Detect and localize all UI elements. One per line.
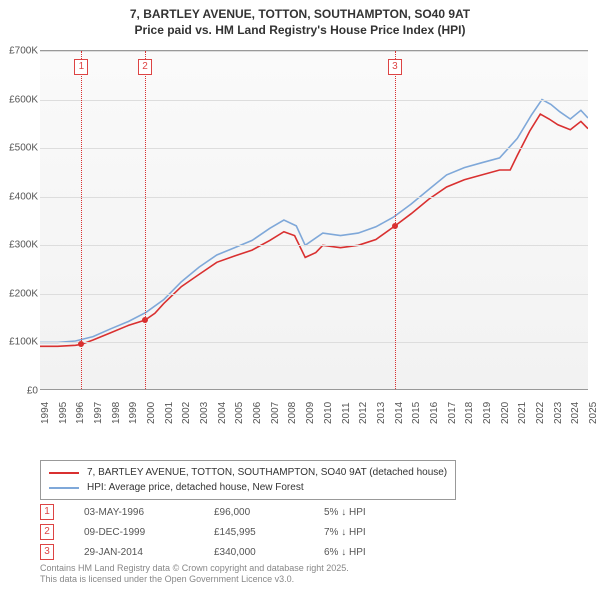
x-axis-label: 2004 <box>217 394 228 424</box>
sales-row: 2 09-DEC-1999£145,9957% ↓ HPI <box>40 522 414 542</box>
y-axis-label: £100K <box>0 337 38 348</box>
y-axis-label: £400K <box>0 191 38 202</box>
sale-marker-line <box>395 51 396 389</box>
y-axis-label: £700K <box>0 46 38 57</box>
line-series <box>40 51 588 391</box>
x-axis-label: 2017 <box>447 394 458 424</box>
x-axis-label: 1995 <box>58 394 69 424</box>
x-axis-label: 1994 <box>40 394 51 424</box>
x-axis-label: 2021 <box>517 394 528 424</box>
x-axis-label: 2024 <box>570 394 581 424</box>
sale-marker-dot <box>392 223 398 229</box>
legend-item-property: 7, BARTLEY AVENUE, TOTTON, SOUTHAMPTON, … <box>49 465 447 480</box>
sale-marker-dot <box>78 341 84 347</box>
y-gridline <box>40 245 588 246</box>
y-gridline <box>40 294 588 295</box>
sales-row: 3 29-JAN-2014£340,0006% ↓ HPI <box>40 542 414 562</box>
x-axis-label: 2019 <box>482 394 493 424</box>
legend-swatch <box>49 487 79 489</box>
sale-marker-dot <box>142 317 148 323</box>
x-axis-label: 1996 <box>75 394 86 424</box>
x-axis-label: 2009 <box>305 394 316 424</box>
x-axis-label: 2020 <box>500 394 511 424</box>
x-axis-label: 2000 <box>146 394 157 424</box>
x-axis-label: 2002 <box>181 394 192 424</box>
y-axis-label: £600K <box>0 94 38 105</box>
x-axis-label: 2014 <box>394 394 405 424</box>
sales-row-date: 03-MAY-1996 <box>84 507 214 518</box>
y-gridline <box>40 148 588 149</box>
title-line-2: Price paid vs. HM Land Registry's House … <box>0 22 600 38</box>
title-line-1: 7, BARTLEY AVENUE, TOTTON, SOUTHAMPTON, … <box>0 6 600 22</box>
sale-marker-badge: 3 <box>388 59 402 75</box>
sales-row: 1 03-MAY-1996£96,0005% ↓ HPI <box>40 502 414 522</box>
chart-title: 7, BARTLEY AVENUE, TOTTON, SOUTHAMPTON, … <box>0 0 600 38</box>
x-axis-label: 2018 <box>464 394 475 424</box>
sales-row-diff: 7% ↓ HPI <box>324 527 414 538</box>
sale-marker-line <box>81 51 82 389</box>
x-axis-label: 2011 <box>341 394 352 424</box>
sales-row-date: 29-JAN-2014 <box>84 547 214 558</box>
x-axis-label: 2012 <box>358 394 369 424</box>
sales-row-diff: 5% ↓ HPI <box>324 507 414 518</box>
x-axis-label: 2003 <box>199 394 210 424</box>
sale-marker-badge: 1 <box>74 59 88 75</box>
legend-label: 7, BARTLEY AVENUE, TOTTON, SOUTHAMPTON, … <box>87 465 447 480</box>
footnote-line-1: Contains HM Land Registry data © Crown c… <box>40 563 349 575</box>
chart: £0£100K£200K£300K£400K£500K£600K£700K123… <box>40 50 588 422</box>
y-axis-label: £200K <box>0 288 38 299</box>
x-axis-label: 1999 <box>128 394 139 424</box>
y-gridline <box>40 100 588 101</box>
sales-row-date: 09-DEC-1999 <box>84 527 214 538</box>
sale-marker-badge: 2 <box>138 59 152 75</box>
sales-row-price: £145,995 <box>214 527 324 538</box>
sales-row-diff: 6% ↓ HPI <box>324 547 414 558</box>
x-axis-label: 2015 <box>411 394 422 424</box>
plot-area: £0£100K£200K£300K£400K£500K£600K£700K123 <box>40 50 588 390</box>
footnote-line-2: This data is licensed under the Open Gov… <box>40 574 349 586</box>
y-gridline <box>40 197 588 198</box>
x-axis-label: 2023 <box>553 394 564 424</box>
x-axis-label: 2005 <box>234 394 245 424</box>
footnote: Contains HM Land Registry data © Crown c… <box>40 563 349 586</box>
y-axis-label: £500K <box>0 143 38 154</box>
x-axis-label: 2007 <box>270 394 281 424</box>
y-gridline <box>40 51 588 52</box>
x-axis-label: 2010 <box>323 394 334 424</box>
x-axis-label: 2022 <box>535 394 546 424</box>
series-hpi <box>40 100 588 343</box>
sale-marker-line <box>145 51 146 389</box>
y-axis-label: £0 <box>0 386 38 397</box>
y-axis-label: £300K <box>0 240 38 251</box>
y-gridline <box>40 342 588 343</box>
x-axis-label: 2025 <box>588 394 599 424</box>
legend-label: HPI: Average price, detached house, New … <box>87 480 304 495</box>
sales-table: 1 03-MAY-1996£96,0005% ↓ HPI 2 09-DEC-1999£… <box>40 502 414 562</box>
x-axis-label: 2013 <box>376 394 387 424</box>
sales-row-badge: 2 <box>40 524 54 540</box>
x-axis-label: 1997 <box>93 394 104 424</box>
sales-row-badge: 3 <box>40 544 54 560</box>
x-axis-label: 2008 <box>287 394 298 424</box>
sales-row-price: £96,000 <box>214 507 324 518</box>
legend-item-hpi: HPI: Average price, detached house, New … <box>49 480 447 495</box>
sales-row-price: £340,000 <box>214 547 324 558</box>
x-axis-label: 1998 <box>111 394 122 424</box>
legend-swatch <box>49 472 79 474</box>
x-axis-label: 2001 <box>164 394 175 424</box>
sales-row-badge: 1 <box>40 504 54 520</box>
x-axis-label: 2016 <box>429 394 440 424</box>
x-axis-label: 2006 <box>252 394 263 424</box>
legend: 7, BARTLEY AVENUE, TOTTON, SOUTHAMPTON, … <box>40 460 456 500</box>
